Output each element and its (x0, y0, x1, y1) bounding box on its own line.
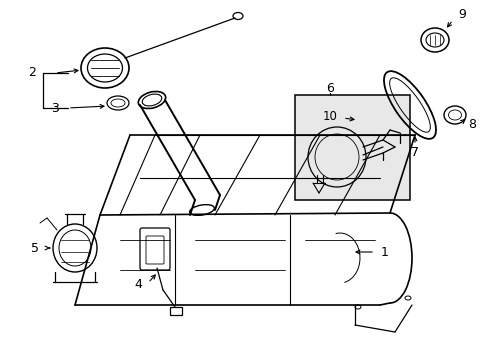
Text: 7: 7 (410, 147, 418, 159)
Text: 9: 9 (457, 9, 465, 22)
Text: 8: 8 (467, 118, 475, 131)
Text: 2: 2 (28, 67, 36, 80)
Bar (170, 307, 182, 315)
Text: 1: 1 (380, 246, 388, 258)
Text: 6: 6 (325, 81, 333, 94)
Text: 10: 10 (322, 111, 337, 123)
Text: 3: 3 (51, 102, 59, 114)
Text: 4: 4 (134, 279, 142, 292)
Bar (294, 95, 409, 200)
Text: 5: 5 (31, 242, 39, 255)
